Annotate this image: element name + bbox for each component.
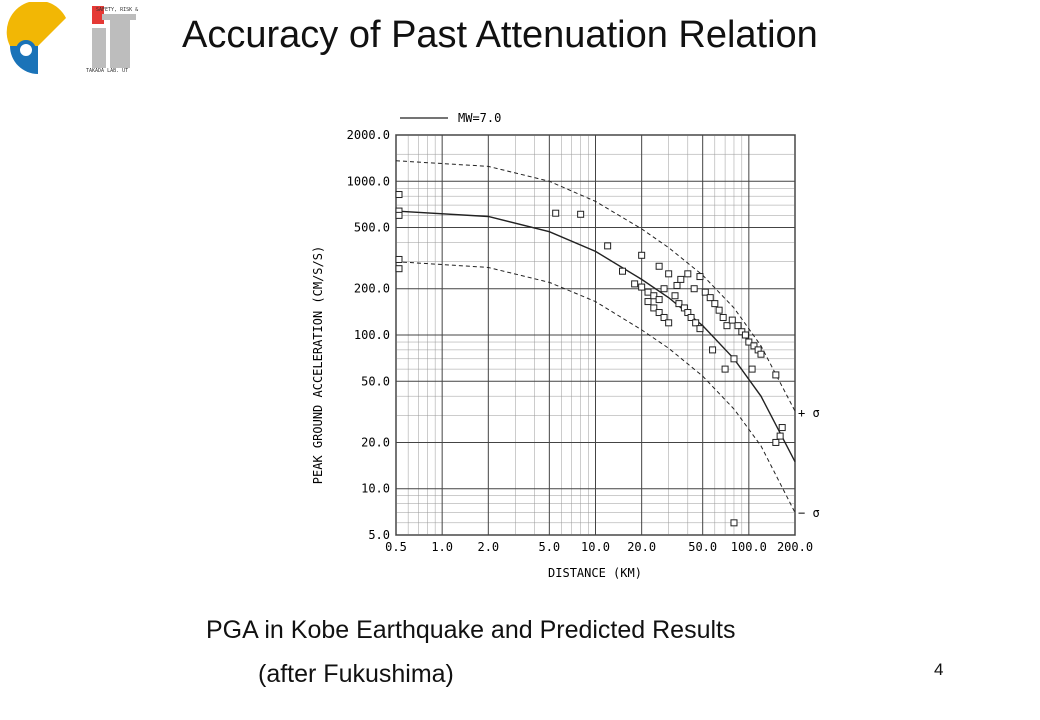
station-point (665, 319, 673, 327)
station-point (711, 300, 719, 308)
station-point (745, 338, 753, 346)
station-point (644, 298, 652, 306)
lab-mark-icon: SAFETY, RISK & TAKADA LAB. UT (86, 6, 138, 74)
station-point (701, 288, 709, 296)
station-point (734, 322, 742, 330)
station-point (631, 280, 639, 288)
station-point (772, 371, 780, 379)
station-point (665, 270, 673, 278)
university-emblem-icon (6, 2, 66, 74)
station-point (696, 325, 704, 333)
station-point (660, 313, 668, 321)
station-point (650, 292, 658, 300)
station-point (776, 432, 784, 440)
station-point (690, 285, 698, 293)
y-tick-label: 200.0 (354, 282, 390, 296)
station-point (750, 342, 758, 350)
station-point (644, 288, 652, 296)
x-tick-label: 50.0 (688, 540, 717, 554)
y-tick-label: 100.0 (354, 328, 390, 342)
station-point (715, 306, 723, 314)
station-point (723, 322, 731, 330)
y-tick-label: 10.0 (361, 482, 390, 496)
station-point (655, 296, 663, 304)
station-point (638, 283, 646, 291)
station-point (730, 519, 738, 527)
station-point (741, 331, 749, 339)
curve-minus-sigma (395, 261, 796, 513)
curve-mean (395, 210, 796, 462)
station-point (677, 275, 685, 283)
station-point (709, 346, 717, 354)
station-point (721, 365, 729, 373)
chart-points (395, 191, 786, 527)
station-point (395, 191, 403, 199)
x-tick-label: 20.0 (627, 540, 656, 554)
station-point (650, 304, 658, 312)
logo-text-4: TAKADA LAB. UT (86, 68, 128, 74)
station-point (706, 294, 714, 302)
station-point (728, 316, 736, 324)
station-point (552, 209, 560, 217)
station-point (772, 438, 780, 446)
station-point (778, 424, 786, 432)
station-point (604, 242, 612, 250)
station-point (395, 255, 403, 263)
station-point (671, 292, 679, 300)
station-point (655, 262, 663, 270)
page-number: 4 (934, 660, 944, 679)
legend-label: MW=7.0 (458, 111, 501, 125)
station-point (757, 350, 765, 358)
y-tick-label: 500.0 (354, 221, 390, 235)
x-tick-label: 200.0 (777, 540, 813, 554)
station-point (673, 281, 681, 289)
station-point (687, 313, 695, 321)
curve-plus-sigma (395, 160, 796, 412)
station-point (660, 285, 668, 293)
attenuation-chart: 0.5 1.0 2.0 5.0 10.0 20.0 50.0 100.0 200.0 2000.0… (311, 111, 820, 580)
chart-grid (395, 134, 796, 536)
station-point (748, 365, 756, 373)
y-tick-label: 20.0 (361, 435, 390, 449)
station-point (655, 309, 663, 317)
station-point (696, 273, 704, 281)
logo-text-1: SAFETY, RISK & (96, 7, 138, 13)
y-tick-label: 5.0 (368, 528, 390, 542)
station-point (730, 355, 738, 363)
minus-sigma-label: − σ (798, 506, 820, 520)
x-tick-label: 1.0 (431, 540, 453, 554)
x-tick-label: 100.0 (731, 540, 767, 554)
station-point (692, 319, 700, 327)
x-tick-label: 10.0 (581, 540, 610, 554)
station-point (395, 265, 403, 273)
station-point (619, 267, 627, 275)
station-point (638, 251, 646, 259)
y-axis-label: PEAK GROUND ACCELERATION (CM/S/S) (311, 246, 325, 484)
chart-ticks: 0.5 1.0 2.0 5.0 10.0 20.0 50.0 100.0 200.0 2000.0… (347, 128, 813, 554)
station-point (675, 300, 683, 308)
caption-line-1: PGA in Kobe Earthquake and Predicted Res… (206, 616, 736, 644)
plus-sigma-label: + σ (798, 406, 820, 420)
chart-curves (395, 160, 796, 513)
x-tick-label: 2.0 (477, 540, 499, 554)
takada-lab-logo: SAFETY, RISK & TAKADA LAB. UT (6, 2, 138, 74)
station-point (577, 210, 585, 218)
caption-line-2: (after Fukushima) (258, 660, 454, 688)
x-tick-label: 5.0 (538, 540, 560, 554)
y-tick-label: 50.0 (361, 374, 390, 388)
station-point (719, 313, 727, 321)
station-point (395, 211, 403, 219)
x-axis-label: DISTANCE (KM) (548, 566, 642, 580)
y-tick-label: 2000.0 (347, 128, 390, 142)
x-tick-label: 0.5 (385, 540, 407, 554)
station-point (684, 270, 692, 278)
y-tick-label: 1000.0 (347, 174, 390, 188)
page-title: Accuracy of Past Attenuation Relation (182, 14, 818, 56)
